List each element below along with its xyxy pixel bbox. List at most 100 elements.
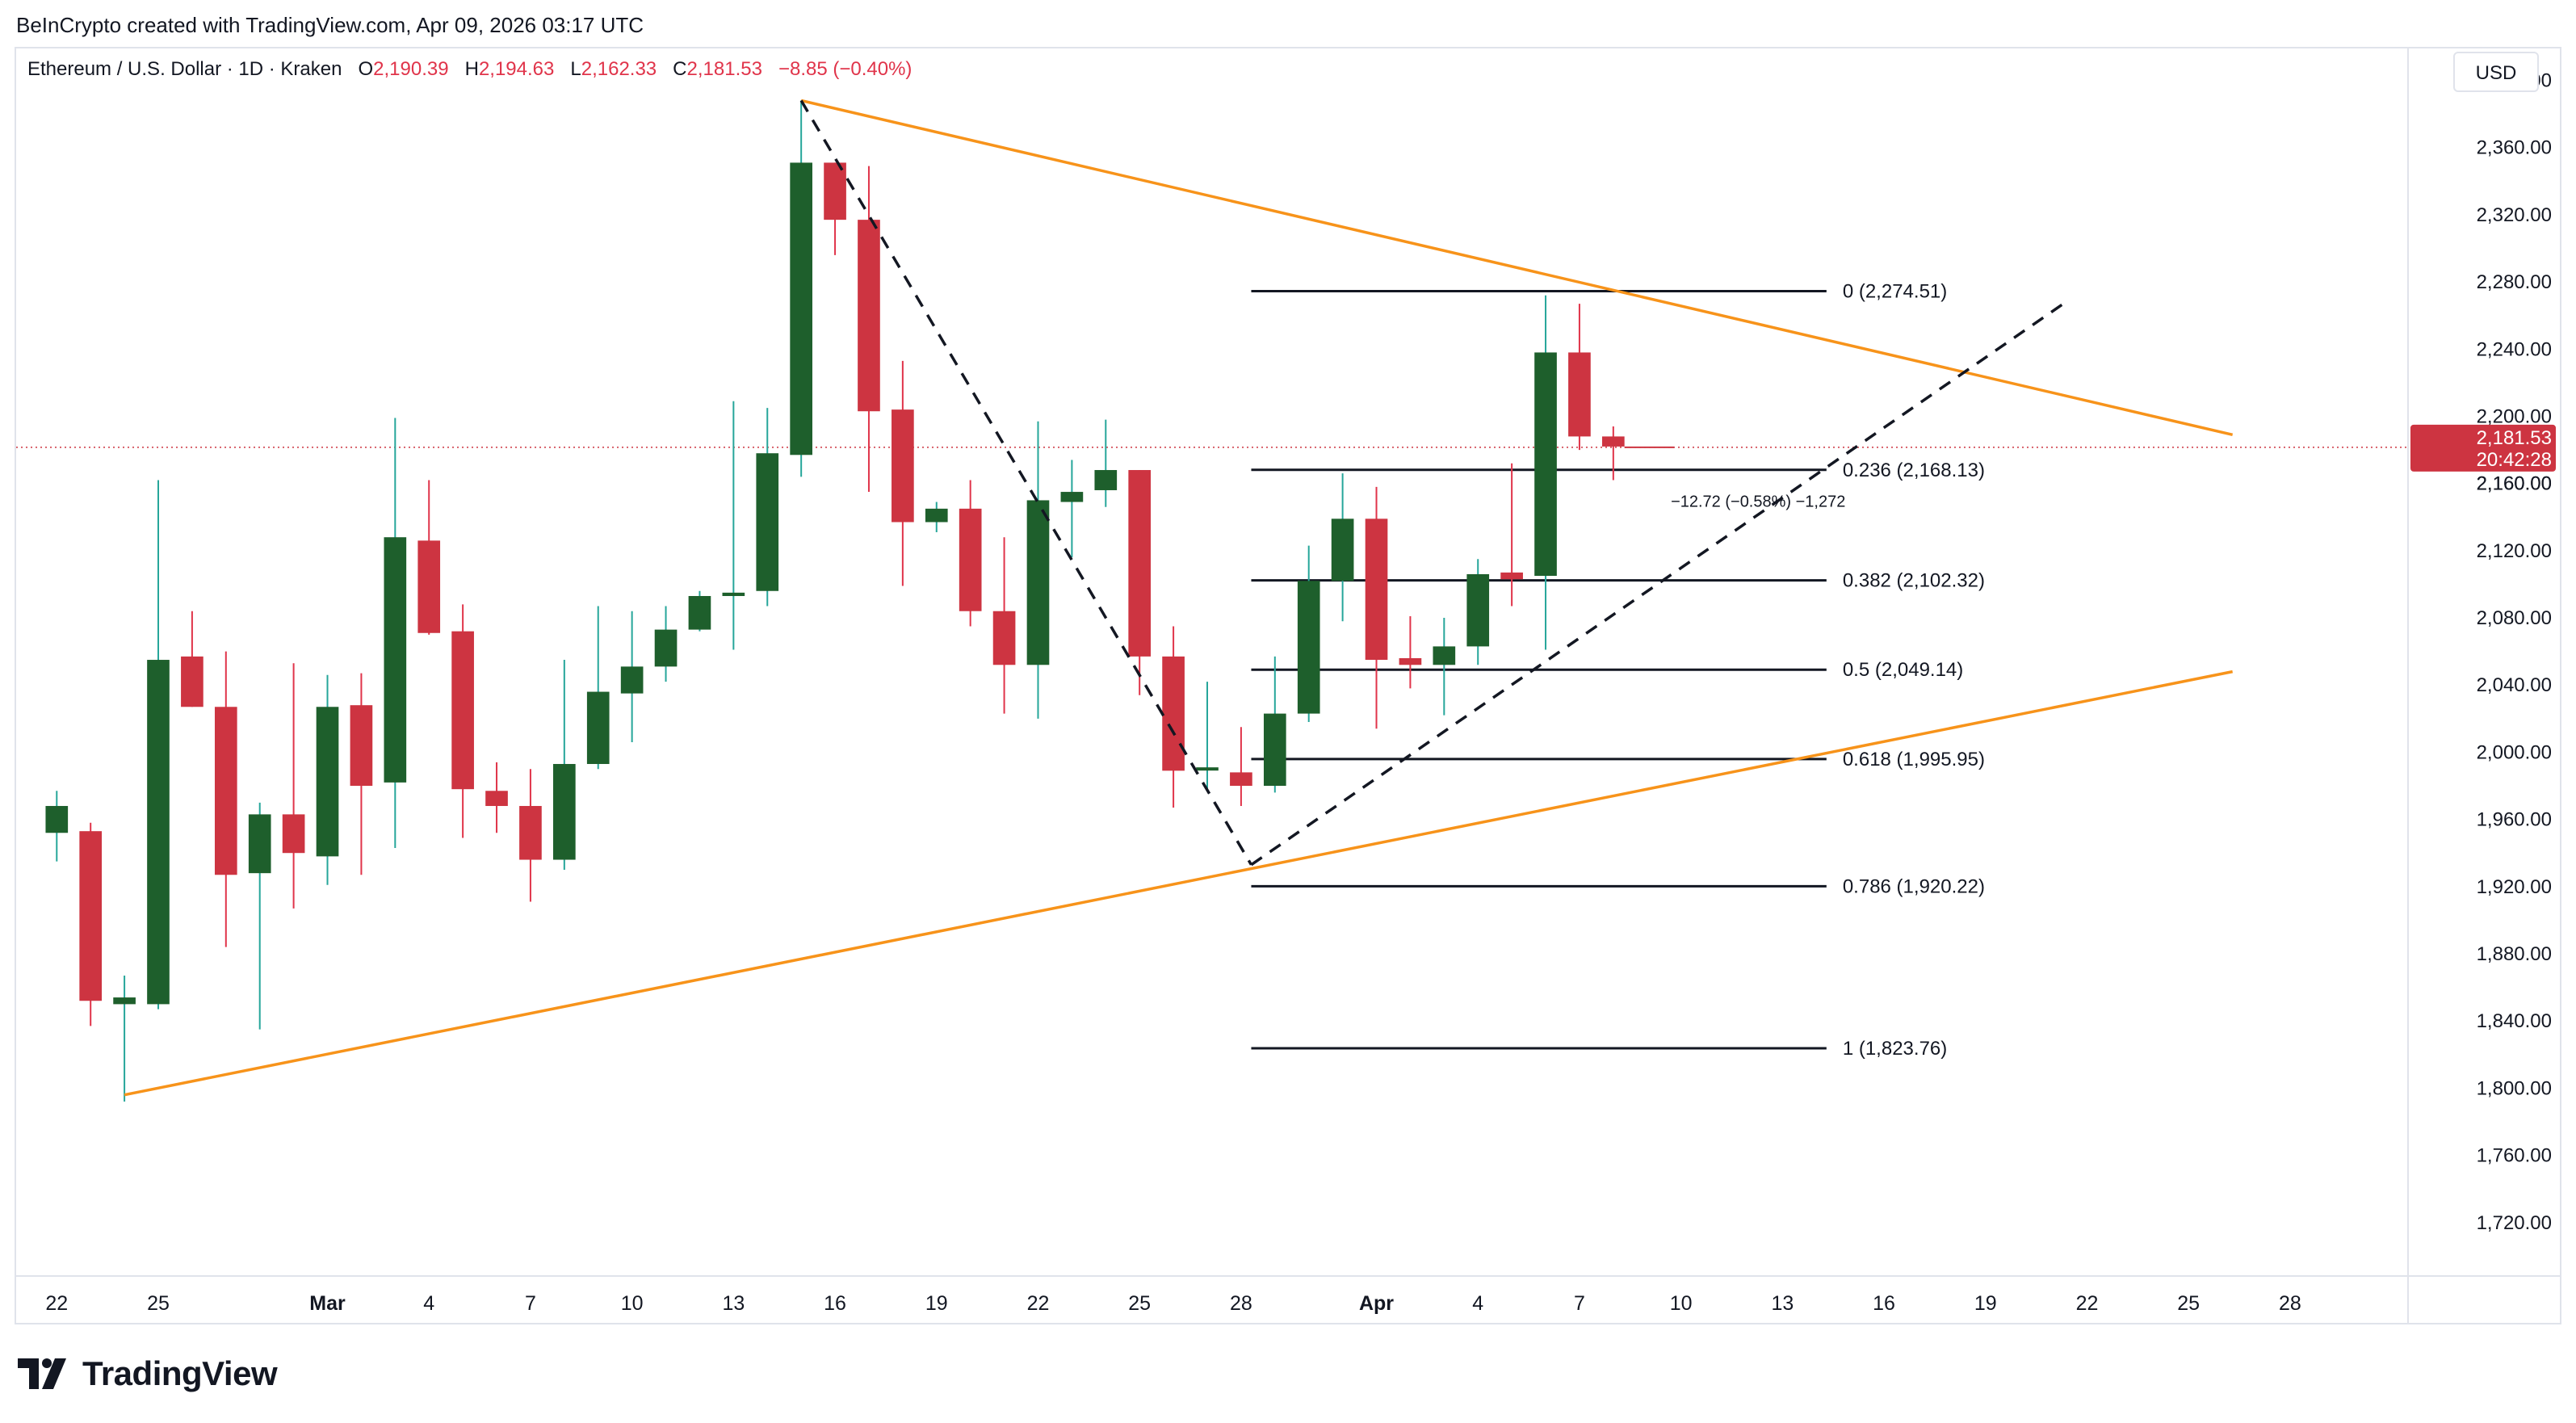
y-tick-label: 2,240.00	[2477, 338, 2552, 360]
candle-body	[1433, 646, 1456, 665]
x-tick-label: 4	[423, 1292, 434, 1315]
bar-countdown: 20:42:28	[2477, 449, 2552, 471]
legend-high-value: 2,194.63	[478, 58, 555, 80]
candle-body	[1500, 572, 1523, 580]
candle-body	[790, 162, 812, 455]
candle-body	[959, 508, 982, 611]
y-tick-label: 2,320.00	[2477, 204, 2552, 226]
candle-body	[1534, 352, 1557, 577]
candle-body	[451, 631, 474, 790]
legend-low-label: L	[570, 58, 581, 80]
chart-credit: BeInCrypto created with TradingView.com,…	[16, 13, 644, 37]
price-range-label: −12.72 (−0.58%) −1,272	[1671, 493, 1845, 510]
lower-trendline	[124, 670, 2234, 1097]
candle-body	[1602, 436, 1625, 447]
upper-trendline	[800, 99, 2234, 437]
fib-level-label: 0.382 (2,102.32)	[1843, 570, 1985, 592]
candle-body	[1568, 352, 1591, 437]
fib-level-label: 1 (1,823.76)	[1843, 1038, 1947, 1060]
x-tick-label: Apr	[1359, 1292, 1394, 1315]
fib-level-label: 0.236 (2,168.13)	[1843, 460, 1985, 481]
legend-open-value: 2,190.39	[373, 58, 449, 80]
candle-body	[1263, 713, 1286, 787]
y-tick-label: 1,840.00	[2477, 1010, 2552, 1032]
candle-body	[1060, 492, 1084, 502]
candle-body	[384, 537, 407, 783]
x-tick-label: 13	[722, 1292, 745, 1315]
candle-body	[1196, 767, 1219, 771]
fib-swing-up	[1250, 302, 2065, 867]
y-tick-label: 1,720.00	[2477, 1212, 2552, 1234]
candle-body	[45, 805, 69, 833]
candle-body	[350, 705, 373, 787]
candle-body	[79, 831, 103, 1001]
candle-body	[1026, 500, 1050, 665]
legend-symbol: Ethereum / U.S. Dollar · 1D · Kraken	[27, 58, 342, 80]
fib-level-label: 0.786 (1,920.22)	[1843, 875, 1985, 897]
x-tick-label: 22	[2076, 1292, 2099, 1315]
candle-body	[1094, 470, 1118, 490]
x-tick-label: 25	[147, 1292, 170, 1315]
y-tick-label: 2,360.00	[2477, 137, 2552, 159]
candle-body	[892, 409, 914, 523]
candle-body	[181, 656, 203, 707]
legend-close-label: C	[673, 58, 687, 80]
candle-body	[1297, 581, 1320, 714]
candle-body	[654, 629, 678, 667]
x-tick-label: 16	[1873, 1292, 1895, 1315]
y-tick-label: 2,280.00	[2477, 271, 2552, 293]
y-tick-label: 2,080.00	[2477, 607, 2552, 629]
y-tick-label: 2,160.00	[2477, 473, 2552, 495]
x-tick-label: 25	[1128, 1292, 1151, 1315]
y-tick-label: 2,040.00	[2477, 674, 2552, 696]
y-tick-label: 2,200.00	[2477, 405, 2552, 427]
tradingview-wordmark: TradingView	[82, 1354, 278, 1392]
x-tick-label: 19	[1974, 1292, 1997, 1315]
candle-body	[925, 508, 948, 523]
candle-body	[756, 453, 779, 591]
y-tick-label: 2,160.00	[2477, 473, 2552, 495]
legend-low-value: 2,162.33	[581, 58, 657, 80]
candle-body	[147, 660, 170, 1005]
current-price-badge	[2410, 424, 2556, 472]
candle-body	[1365, 518, 1388, 661]
y-tick-label: 1,800.00	[2477, 1077, 2552, 1099]
currency-button[interactable]: USD	[2453, 52, 2539, 92]
candle-body	[248, 814, 271, 874]
x-tick-label: 4	[1472, 1292, 1483, 1315]
candle-body	[1128, 470, 1152, 657]
y-tick-label: 1,760.00	[2477, 1145, 2552, 1167]
x-tick-label: 22	[1027, 1292, 1050, 1315]
x-tick-label: 22	[45, 1292, 68, 1315]
x-tick-label: 16	[824, 1292, 846, 1315]
candle-body	[824, 162, 846, 220]
candle-body	[553, 763, 576, 860]
fib-swing-down	[799, 99, 1252, 866]
candle-body	[417, 540, 441, 633]
x-tick-label: Mar	[309, 1292, 346, 1315]
x-tick-label: 7	[525, 1292, 536, 1315]
candle-body	[586, 691, 610, 764]
y-tick-label: 2,000.00	[2477, 741, 2552, 763]
legend-close-value: 2,181.53	[686, 58, 762, 80]
y-tick-label: 1,880.00	[2477, 943, 2552, 965]
candle-body	[316, 707, 339, 857]
x-tick-label: 28	[1230, 1292, 1252, 1315]
y-tick-label: 1,920.00	[2477, 876, 2552, 898]
legend-open-label: O	[358, 58, 374, 80]
x-tick-label: 25	[2177, 1292, 2200, 1315]
candle-body	[1399, 657, 1422, 665]
candle-body	[1331, 518, 1354, 581]
candle-body	[1466, 573, 1490, 647]
tradingview-logo[interactable]: TradingView	[18, 1354, 278, 1394]
fib-level-label: 0.618 (1,995.95)	[1843, 749, 1985, 770]
candle-body	[688, 596, 711, 630]
y-tick-label: 1,960.00	[2477, 809, 2552, 831]
candle-body	[992, 611, 1016, 665]
candle-body	[620, 666, 644, 694]
legend-change: −8.85 (−0.40%)	[778, 58, 913, 80]
fib-level-label: 0 (2,274.51)	[1843, 281, 1947, 303]
fib-level-label: 0.5 (2,049.14)	[1843, 659, 1963, 681]
candle-body	[485, 791, 508, 806]
